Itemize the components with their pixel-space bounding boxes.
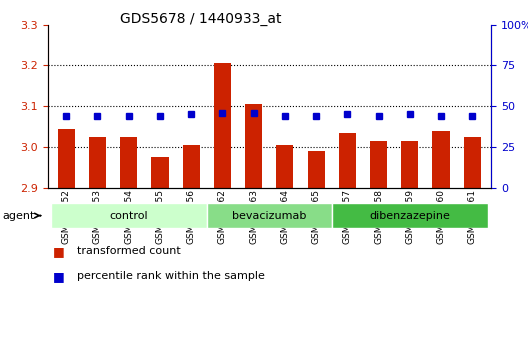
Text: GDS5678 / 1440933_at: GDS5678 / 1440933_at <box>120 12 281 27</box>
Text: transformed count: transformed count <box>77 246 180 256</box>
Bar <box>214 63 231 188</box>
Bar <box>339 133 356 188</box>
Bar <box>370 141 387 188</box>
Bar <box>58 129 75 188</box>
Bar <box>89 137 106 188</box>
Text: ■: ■ <box>53 245 64 258</box>
Bar <box>152 157 168 188</box>
Bar <box>51 203 207 228</box>
Bar <box>276 145 294 188</box>
Bar <box>207 203 332 228</box>
Bar <box>464 137 481 188</box>
Bar <box>332 203 488 228</box>
Bar <box>120 137 137 188</box>
Text: bevacizumab: bevacizumab <box>232 211 306 221</box>
Text: dibenzazepine: dibenzazepine <box>370 211 450 221</box>
Bar <box>401 141 418 188</box>
Text: percentile rank within the sample: percentile rank within the sample <box>77 271 265 281</box>
Bar <box>307 151 325 188</box>
Bar <box>245 104 262 188</box>
Text: control: control <box>109 211 148 221</box>
Bar <box>183 145 200 188</box>
Text: agent: agent <box>2 211 40 221</box>
Bar <box>432 131 450 188</box>
Text: ■: ■ <box>53 270 64 282</box>
